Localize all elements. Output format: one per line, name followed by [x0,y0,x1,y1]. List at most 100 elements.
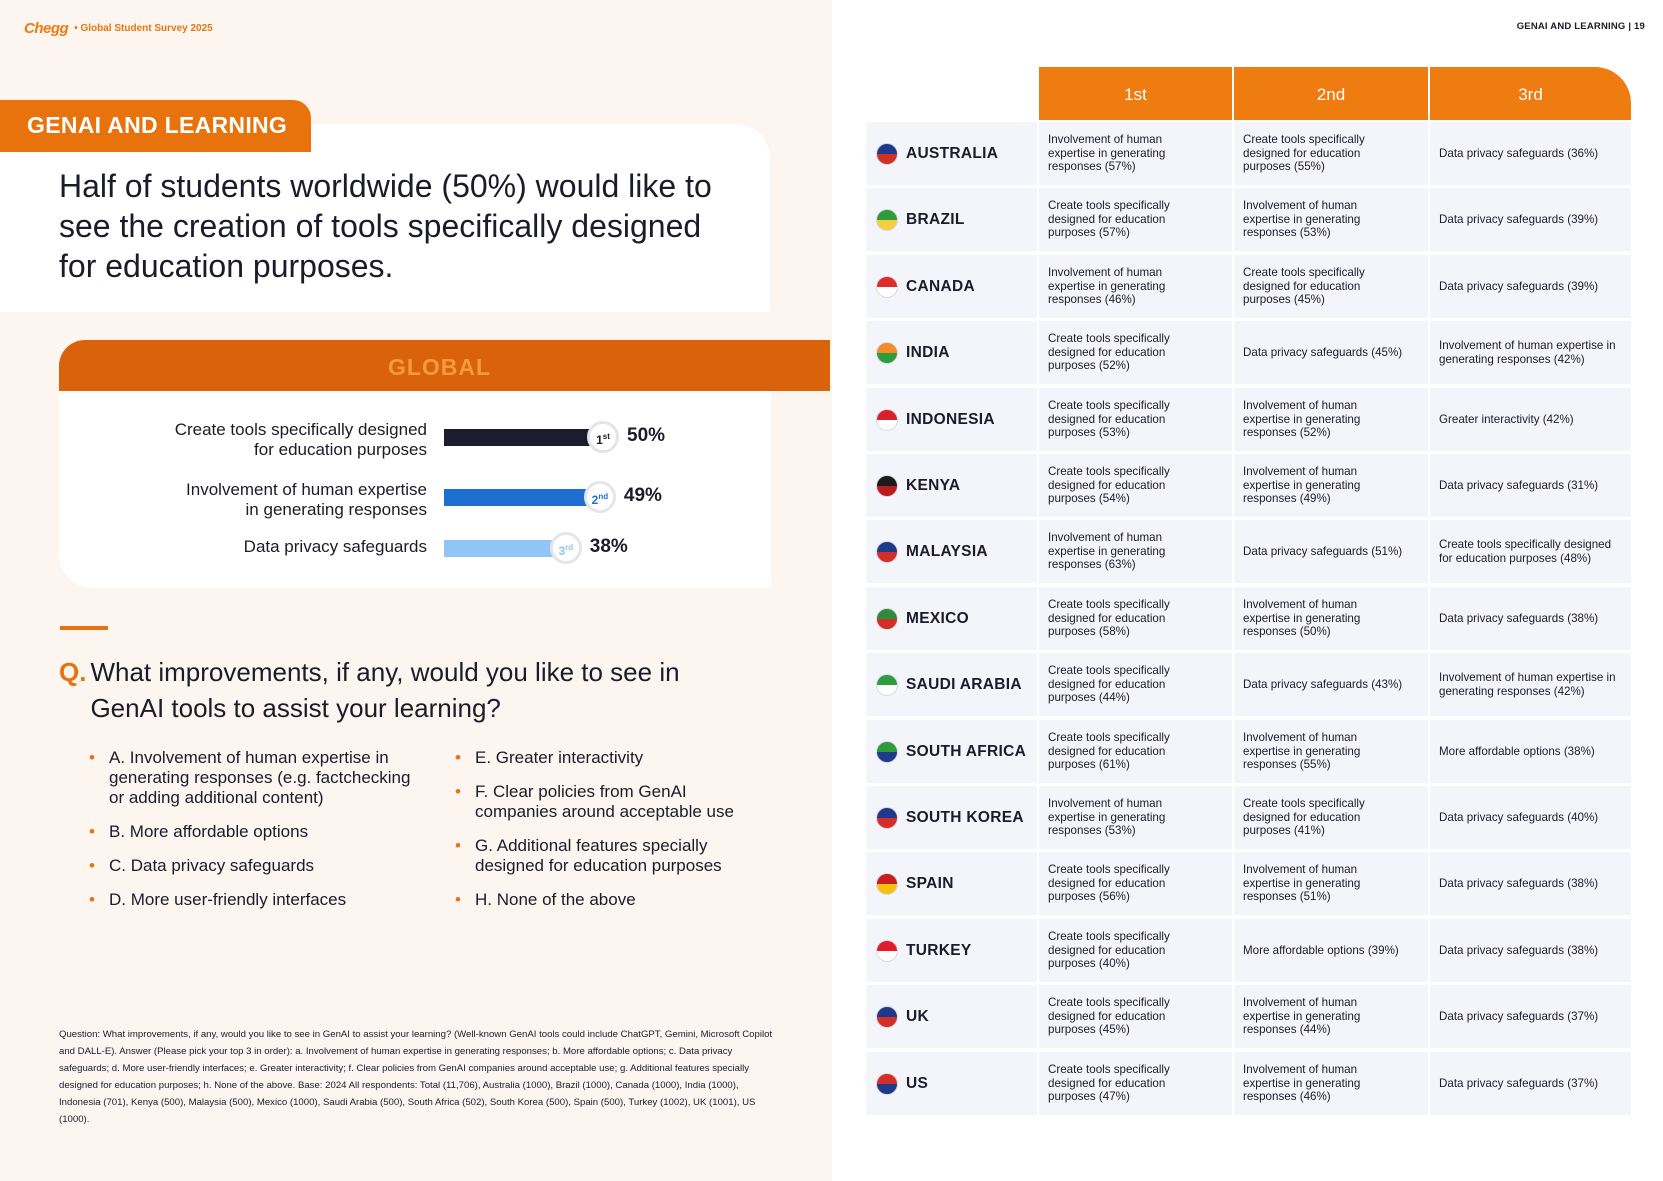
table-country-cell: AUSTRALIA [866,122,1037,185]
answer-option: C. Data privacy safeguards [89,856,419,876]
table-cell-second: Involvement of human expertise in genera… [1234,985,1428,1048]
table-cell-first: Involvement of human expertise in genera… [1039,520,1232,583]
flag-icon [876,208,898,231]
bar-label-line: for education purposes [254,440,427,459]
bar-2nd [444,489,596,506]
table-cell-second: Involvement of human expertise in genera… [1234,852,1428,915]
table-cell-third: Greater interactivity (42%) [1430,388,1631,451]
table-header-3rd: 3rd [1430,67,1631,120]
table-cell-third: Data privacy safeguards (39%) [1430,188,1631,251]
flag-icon [876,673,898,696]
table-cell-second: Involvement of human expertise in genera… [1234,1052,1428,1115]
flag-icon [876,341,898,364]
question-divider [60,626,108,630]
table-cell-second: More affordable options (39%) [1234,919,1428,982]
table-cell-third: Data privacy safeguards (38%) [1430,852,1631,915]
country-name: CANADA [906,277,975,295]
table-country-cell: INDIA [866,321,1037,384]
page-label: GENAI AND LEARNING | 19 [1516,21,1645,32]
table-country-cell: US [866,1052,1037,1115]
table-cell-second: Data privacy safeguards (43%) [1234,653,1428,716]
country-name: MALAYSIA [906,542,988,560]
flag-icon [876,806,898,829]
table-cell-third: Data privacy safeguards (37%) [1430,985,1631,1048]
table-country-cell: MEXICO [866,587,1037,650]
headline-card [0,124,770,312]
survey-title: • Global Student Survey 2025 [74,23,213,34]
bar-value: 38% [589,536,628,557]
table-cell-second: Involvement of human expertise in genera… [1234,188,1428,251]
table-country-cell: TURKEY [866,919,1037,982]
flag-icon [876,872,898,895]
bar-label: Involvement of human expertise in generat… [59,480,427,520]
table-cell-third: Data privacy safeguards (31%) [1430,454,1631,517]
bar-label: Data privacy safeguards [59,537,427,557]
table-cell-first: Create tools specifically designed for e… [1039,720,1232,783]
table-cell-second: Data privacy safeguards (45%) [1234,321,1428,384]
bar-label-line: Data privacy safeguards [243,537,427,556]
question-text: What improvements, if any, would you lik… [90,657,680,723]
flag-icon [876,1005,898,1028]
table-cell-third: Data privacy safeguards (40%) [1430,786,1631,849]
global-bar-row: Involvement of human expertise in generat… [59,478,759,524]
answer-options-left: A. Involvement of human expertise in gen… [89,748,419,924]
flag-icon [876,540,898,563]
country-name: US [906,1074,929,1092]
table-cell-third: Data privacy safeguards (38%) [1430,587,1631,650]
answer-option: G. Additional features specially designe… [455,836,765,876]
table-cell-first: Involvement of human expertise in genera… [1039,255,1232,318]
country-name: SPAIN [906,874,954,892]
country-name: TURKEY [906,941,972,959]
table-cell-first: Create tools specifically designed for e… [1039,454,1232,517]
country-name: AUSTRALIA [906,144,999,162]
rank-number: 3 [558,544,566,558]
table-country-cell: SAUDI ARABIA [866,653,1037,716]
flag-icon [876,142,898,165]
global-chart-header: GLOBAL [59,340,830,391]
table-cell-second: Involvement of human expertise in genera… [1234,720,1428,783]
flag-icon [876,939,898,962]
left-page: Chegg • Global Student Survey 2025 GENAI… [0,0,832,1181]
table-country-cell: KENYA [866,454,1037,517]
rank-suffix: rd [565,543,574,552]
table-cell-second: Create tools specifically designed for e… [1234,122,1428,185]
answer-option: F. Clear policies from GenAI companies a… [455,782,765,822]
country-name: SAUDI ARABIA [906,675,1022,693]
country-name: INDONESIA [906,410,995,428]
table-cell-first: Create tools specifically designed for e… [1039,985,1232,1048]
table-cell-second: Create tools specifically designed for e… [1234,786,1428,849]
table-country-cell: UK [866,985,1037,1048]
flag-icon [876,607,898,630]
table-cell-first: Involvement of human expertise in genera… [1039,786,1232,849]
answer-option: B. More affordable options [89,822,419,842]
table-cell-first: Create tools specifically designed for e… [1039,321,1232,384]
table-cell-first: Create tools specifically designed for e… [1039,653,1232,716]
table-cell-third: Data privacy safeguards (37%) [1430,1052,1631,1115]
table-header-1st: 1st [1039,67,1232,120]
table-cell-third: Involvement of human expertise in genera… [1430,321,1631,384]
table-cell-first: Create tools specifically designed for e… [1039,1052,1232,1115]
table-cell-third: Data privacy safeguards (36%) [1430,122,1631,185]
bar-3rd [444,540,562,557]
table-country-cell: CANADA [866,255,1037,318]
table-cell-second: Data privacy safeguards (51%) [1234,520,1428,583]
table-cell-second: Involvement of human expertise in genera… [1234,388,1428,451]
table-country-cell: SOUTH AFRICA [866,720,1037,783]
bar-label-line: Create tools specifically designed [174,420,427,439]
table-cell-first: Involvement of human expertise in genera… [1039,122,1232,185]
answer-option: E. Greater interactivity [455,748,765,768]
flag-icon [876,275,898,298]
flag-icon [876,474,898,497]
rank-number: 1 [596,433,603,447]
table-cell-third: Data privacy safeguards (38%) [1430,919,1631,982]
table-cell-third: Create tools specifically designed for e… [1430,520,1631,583]
table-country-cell: BRAZIL [866,188,1037,251]
survey-question: Q. What improvements, if any, would you l… [59,654,759,726]
global-bar-row: Data privacy safeguards 3rd 38% [59,532,759,579]
table-cell-first: Create tools specifically designed for e… [1039,388,1232,451]
country-name: INDIA [906,343,950,361]
page-headline: Half of students worldwide (50%) would l… [59,168,712,284]
chegg-logo: Chegg [24,20,69,37]
brand-header: Chegg • Global Student Survey 2025 [24,20,213,37]
table-cell-second: Involvement of human expertise in genera… [1234,454,1428,517]
